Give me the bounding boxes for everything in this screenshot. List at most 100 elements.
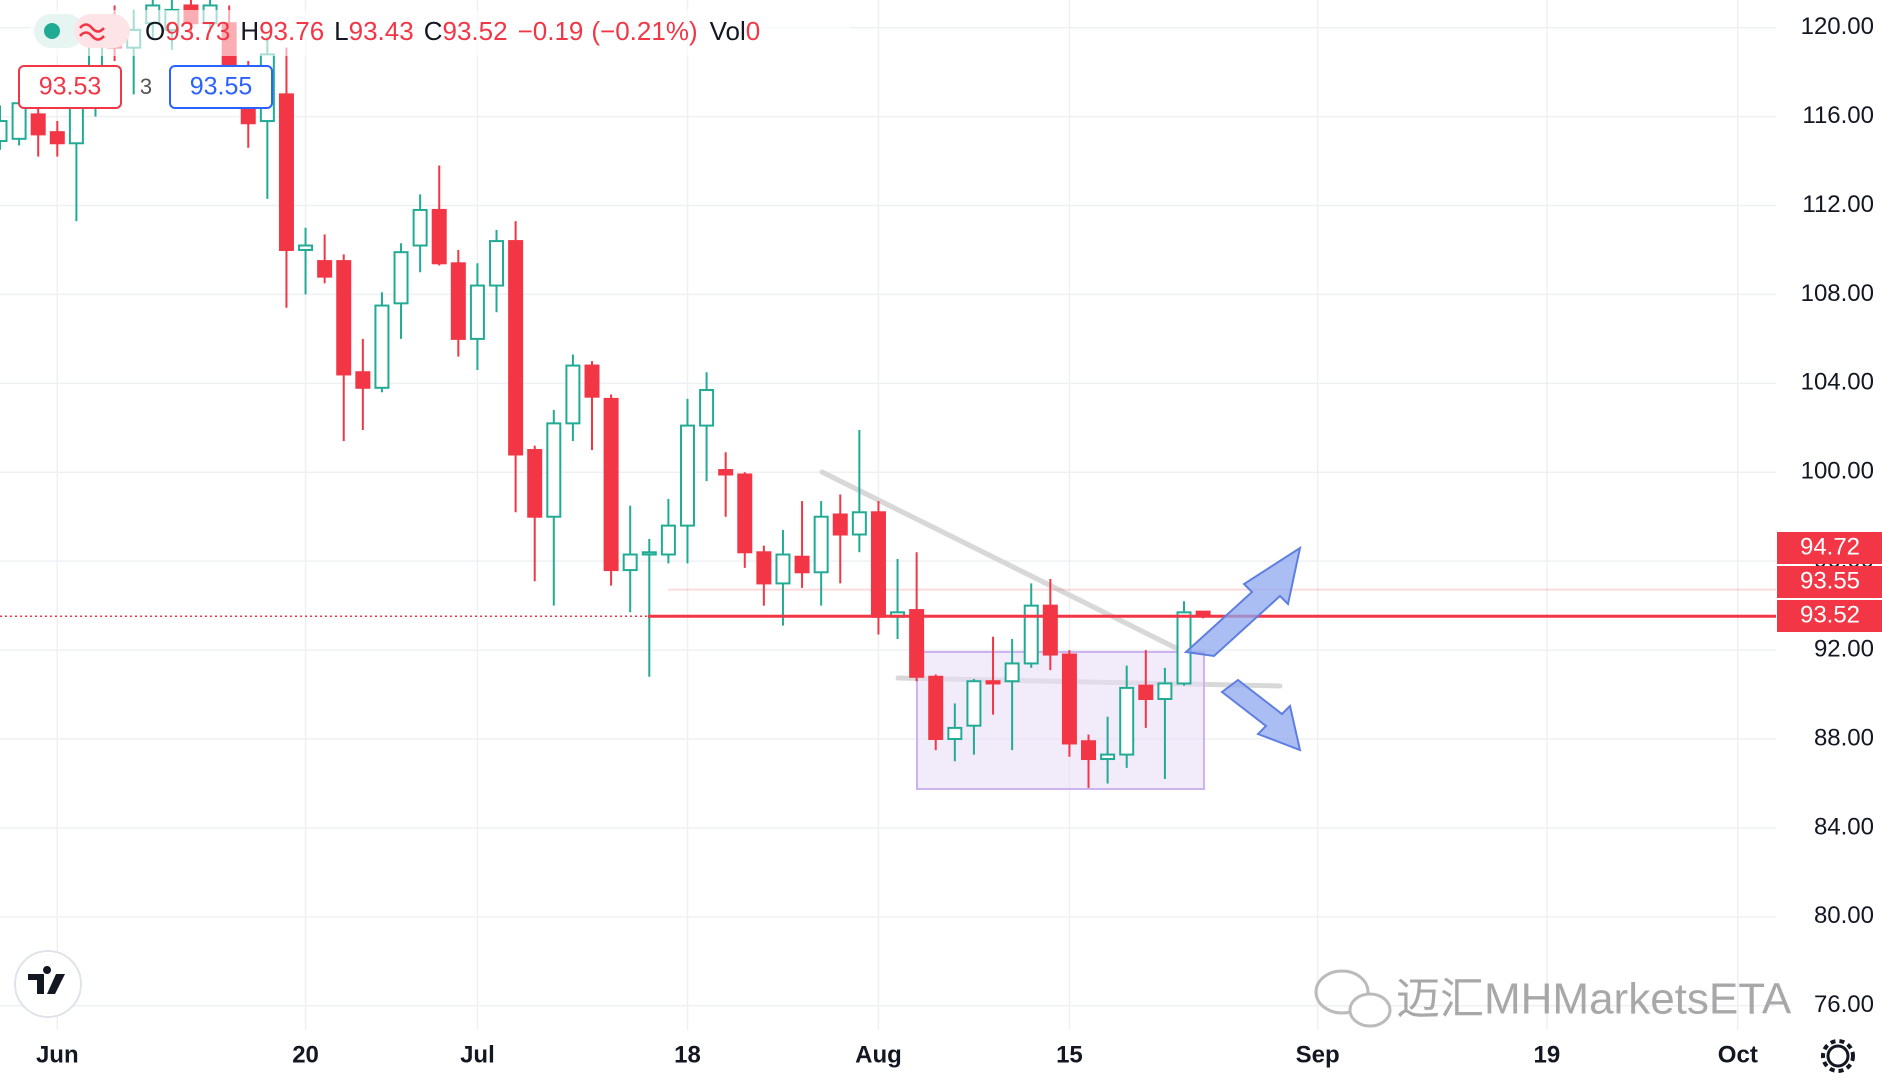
candle-body	[584, 364, 600, 398]
candle-body	[794, 555, 810, 574]
candle-body	[1004, 662, 1020, 683]
candle-body	[1100, 753, 1116, 761]
trend-line	[819, 469, 1191, 657]
legend-item: (−0.21%)	[591, 16, 697, 46]
tv-logo[interactable]	[14, 950, 82, 1018]
plot-area	[0, 0, 1776, 790]
candle-body	[68, 106, 84, 145]
bid-price: 93.53	[39, 73, 102, 101]
legend-item: C	[424, 16, 443, 46]
candle-body	[1119, 686, 1135, 756]
x-tick-label: Jun	[36, 1041, 79, 1068]
x-tick-label: 18	[674, 1041, 701, 1068]
candle-body	[278, 93, 294, 251]
candle-body	[756, 551, 772, 585]
legend: O93.73 H93.76 L93.43 C93.52 −0.19 (−0.21%) Vol…	[30, 10, 850, 56]
y-tick-label: 92.00	[1814, 635, 1874, 662]
price-label-bg	[1777, 600, 1882, 632]
candle-body	[870, 511, 886, 618]
y-tick-label: 84.00	[1814, 813, 1874, 840]
watermark-icon	[1314, 969, 1370, 1015]
range-box	[916, 651, 1205, 790]
y-tick-label: 76.00	[1814, 991, 1874, 1018]
candle-body	[622, 553, 638, 572]
y-tick-label: 80.00	[1814, 902, 1874, 929]
y-tick-label: 108.00	[1801, 280, 1874, 307]
candle-body	[546, 422, 562, 518]
x-tick-label: 19	[1533, 1041, 1560, 1068]
x-tick-label: Sep	[1296, 1041, 1340, 1068]
candle-body	[1081, 740, 1097, 761]
candle-body	[775, 553, 791, 585]
candle-body	[298, 244, 314, 251]
candle-body	[336, 260, 352, 376]
candle-body	[660, 524, 676, 556]
legend-item: 93.76	[259, 16, 324, 46]
candle-body	[508, 240, 524, 456]
price-label-bg	[1777, 566, 1882, 598]
legend-item: 93.52	[443, 16, 508, 46]
candle-body	[393, 251, 409, 305]
quote: 93.53 3 93.55	[18, 65, 273, 109]
candle-body	[603, 397, 619, 572]
legend-item: L	[334, 16, 348, 46]
watermark-text: 迈汇MHMarketsETA	[1396, 975, 1792, 1024]
candle-body	[641, 551, 657, 556]
price-label: 93.52	[1800, 601, 1860, 628]
gear-icon[interactable]	[1826, 1044, 1850, 1068]
candle-body	[699, 389, 715, 427]
bid-button[interactable]	[18, 65, 122, 109]
candle-body	[355, 371, 371, 389]
price-label: 93.55	[1800, 567, 1860, 594]
x-tick-label: Jul	[460, 1041, 495, 1068]
candle-body	[1176, 611, 1192, 685]
price-label-bg	[1777, 532, 1882, 564]
arrow-up	[1183, 545, 1302, 658]
candle-body	[718, 469, 734, 476]
candle-body	[317, 260, 333, 278]
price-label: 94.72	[1800, 533, 1860, 560]
y-tick-label: 88.00	[1814, 724, 1874, 751]
wave-icon	[79, 23, 105, 41]
candle-body	[813, 515, 829, 574]
annotations	[1183, 545, 1302, 752]
candle-body	[832, 513, 848, 536]
candle-body	[1042, 604, 1058, 656]
candle-body	[489, 240, 505, 287]
legend-item: 93.73	[165, 16, 230, 46]
settings-button[interactable]	[1821, 1039, 1855, 1073]
y-tick-label: 116.00	[1802, 102, 1874, 129]
candle-body	[374, 304, 390, 389]
legend-bg	[30, 10, 850, 56]
x-tick-label: 20	[292, 1041, 319, 1068]
candle-body	[30, 113, 46, 136]
candle-body	[851, 511, 867, 536]
ohlc-legend: O93.73 H93.76 L93.43 C93.52 −0.19 (−0.21%) Vol…	[145, 16, 760, 46]
candle-body	[49, 131, 65, 145]
logo-circle[interactable]	[14, 950, 82, 1018]
spread: 3	[140, 74, 152, 99]
candle-body	[1138, 684, 1154, 701]
legend-item: 93.43	[349, 16, 414, 46]
candle-body	[412, 208, 428, 247]
y-tick-label: 120.00	[1801, 13, 1874, 40]
candle-body	[1157, 682, 1173, 701]
y-tick-label: 112.00	[1802, 191, 1874, 218]
arrow-down	[1220, 678, 1302, 752]
x-tick-label: Oct	[1718, 1041, 1758, 1068]
candle-body	[928, 675, 944, 741]
candle-body	[1023, 604, 1039, 665]
ask-button[interactable]	[169, 65, 273, 109]
legend-item: −0.19	[518, 16, 584, 46]
gear-teeth	[1821, 1039, 1855, 1073]
legend-item: O	[145, 16, 165, 46]
candle-body	[947, 726, 963, 741]
candle-body	[527, 449, 543, 518]
legend-item: Vol	[710, 16, 746, 46]
logo-mark	[28, 966, 65, 994]
legend-item: H	[240, 16, 259, 46]
x-tick-label: 15	[1056, 1041, 1083, 1068]
y-tick-label: 100.00	[1801, 458, 1874, 485]
y-tick-label: 104.00	[1801, 369, 1874, 396]
